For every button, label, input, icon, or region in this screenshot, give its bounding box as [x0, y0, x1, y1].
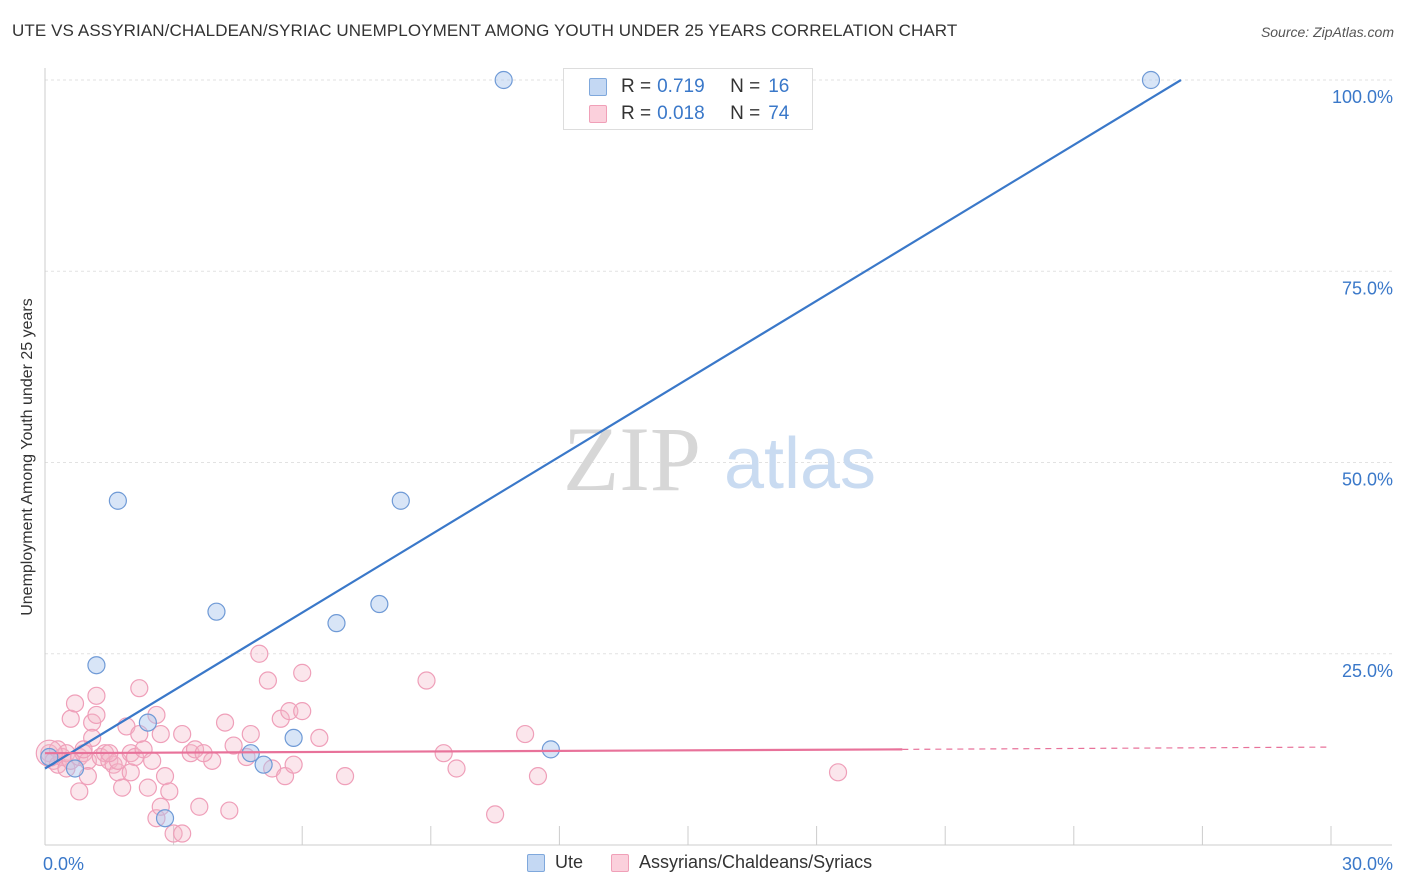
- x-tick-label: 30.0%: [1342, 854, 1393, 874]
- assyrian-point: [310, 728, 329, 748]
- watermark-zip: ZIP: [563, 408, 701, 510]
- ute-point: [1141, 70, 1161, 90]
- legend-row-ute: R = 0.719 N = 16: [589, 75, 789, 99]
- watermark-atlas: atlas: [724, 424, 876, 504]
- ute-point: [494, 70, 513, 90]
- legend-n-value: 16: [768, 76, 790, 97]
- ute-trend-line: [44, 79, 1182, 770]
- assyrian-point: [284, 755, 303, 774]
- ute-point: [541, 740, 560, 759]
- assyrian-point: [151, 797, 170, 816]
- assyrian-point: [224, 736, 243, 755]
- bottom-legend-ute[interactable]: Ute: [527, 852, 583, 873]
- assyrian-point: [173, 824, 192, 843]
- assyrian-point: [241, 724, 260, 744]
- legend-r-label: R =: [621, 76, 652, 97]
- assyrian-point: [258, 671, 278, 690]
- assyrian-point: [87, 686, 106, 705]
- assyrian-point: [828, 763, 848, 782]
- ute-point: [284, 728, 303, 748]
- watermark: ZIP atlas: [563, 408, 876, 510]
- assyrian-point: [516, 724, 535, 744]
- assyrian-point: [130, 679, 149, 698]
- ute-point: [370, 594, 389, 614]
- assyrian-point: [280, 702, 299, 721]
- ute-point: [108, 491, 127, 510]
- assyrian-point: [138, 778, 157, 797]
- bottom-legend-label-ute: Ute: [555, 852, 584, 872]
- ute-point: [391, 491, 410, 510]
- ute-point: [65, 759, 85, 778]
- bottom-legend-swatch-ute: [527, 853, 545, 872]
- y-axis-label: Unemployment Among Youth under 25 years: [19, 298, 36, 616]
- assyrian-point: [65, 694, 85, 713]
- trend-lines: [44, 79, 1332, 770]
- assyrian-point: [417, 671, 436, 690]
- legend-r-value: 0.018: [657, 103, 705, 124]
- assyrian-point: [215, 713, 235, 732]
- legend-n-label: N =: [730, 76, 761, 97]
- bottom-legend-assyrian[interactable]: Assyrians/Chaldeans/Syriacs: [611, 852, 872, 873]
- ute-point: [155, 809, 175, 828]
- axes: [44, 68, 1392, 846]
- assyrian-point: [250, 644, 269, 663]
- bottom-legend-label-assyrian: Assyrians/Chaldeans/Syriacs: [639, 852, 873, 872]
- assyrian-point: [293, 663, 312, 682]
- y-tick-label: 100.0%: [1332, 87, 1393, 107]
- assyrian-point: [528, 767, 548, 786]
- ute-points: [40, 70, 1161, 828]
- grid-lines: [45, 79, 1392, 655]
- legend-r-value: 0.719: [657, 76, 705, 97]
- assyrian-point: [173, 724, 192, 744]
- chart-title: UTE VS ASSYRIAN/CHALDEAN/SYRIAC UNEMPLOY…: [12, 21, 958, 40]
- ute-point: [254, 755, 273, 774]
- legend-n-label: N =: [730, 103, 761, 124]
- ute-point: [87, 656, 106, 675]
- assyrian-point: [190, 797, 209, 816]
- assyrian-point: [143, 751, 162, 770]
- assyrian-point: [434, 744, 453, 763]
- assyrian-point: [155, 767, 175, 786]
- ute-point: [138, 713, 157, 732]
- legend-row-assyrian: R = 0.018 N = 74: [589, 102, 789, 126]
- assyrian-point: [486, 805, 505, 824]
- assyrian-point: [121, 763, 140, 782]
- legend-swatch-assyrian: [589, 105, 607, 123]
- assyrian-point: [151, 724, 170, 744]
- y-tick-label: 75.0%: [1342, 278, 1393, 298]
- legend-r-label: R =: [621, 103, 652, 124]
- assyrian-point: [160, 782, 179, 801]
- assyrian-point: [335, 767, 355, 786]
- ute-point: [207, 602, 226, 621]
- y-tick-label: 50.0%: [1342, 470, 1393, 490]
- legend-box: R = 0.719 N = 16 R = 0.018 N = 74: [563, 68, 813, 130]
- assyrian-trend-line: [44, 748, 903, 755]
- source-label: Source: ZipAtlas.com: [1260, 24, 1394, 40]
- legend-n-value: 74: [768, 103, 790, 124]
- assyrian-point: [113, 778, 132, 797]
- assyrian-trend-dashed: [902, 746, 1332, 750]
- assyrian-point: [61, 709, 80, 728]
- assyrian-point: [87, 705, 106, 725]
- bottom-legend-swatch-assyrian: [611, 853, 630, 872]
- ute-point: [327, 614, 346, 633]
- bottom-legend: Ute Assyrians/Chaldeans/Syriacs: [527, 852, 900, 873]
- y-tick-label: 25.0%: [1342, 661, 1393, 681]
- assyrian-points: [35, 644, 848, 843]
- assyrian-point: [447, 759, 466, 778]
- assyrian-point: [293, 702, 312, 721]
- assyrian-point: [220, 801, 239, 820]
- x-tick-label: 0.0%: [43, 854, 84, 874]
- tick-labels: 25.0% 50.0% 75.0% 100.0% 0.0% 30.0%: [43, 87, 1393, 874]
- assyrian-point: [70, 782, 89, 801]
- legend-swatch-ute: [589, 78, 607, 96]
